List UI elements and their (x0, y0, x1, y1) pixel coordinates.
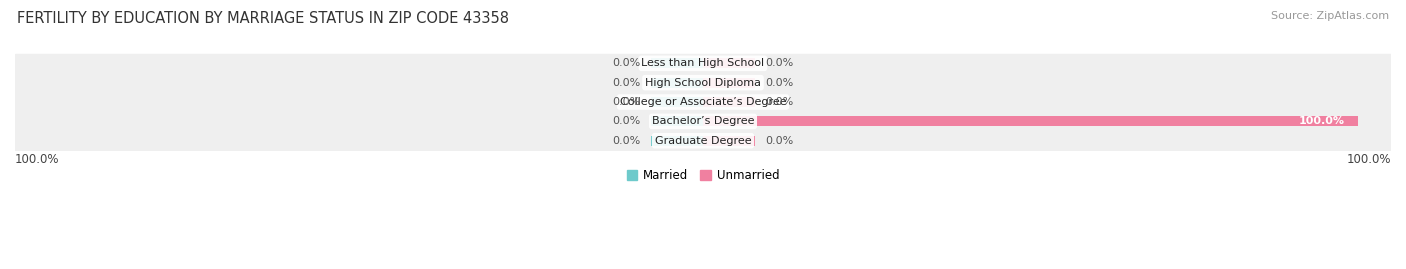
Bar (15, 112, 1391, 131)
Text: 100.0%: 100.0% (1299, 116, 1346, 126)
Bar (703, 58, 755, 68)
Bar (651, 78, 703, 88)
Bar (703, 116, 1358, 126)
Text: 100.0%: 100.0% (1347, 153, 1391, 166)
Text: 0.0%: 0.0% (765, 136, 793, 146)
Text: High School Diploma: High School Diploma (645, 78, 761, 88)
Bar (651, 58, 703, 68)
Text: 0.0%: 0.0% (613, 136, 641, 146)
Text: 0.0%: 0.0% (765, 78, 793, 88)
Text: College or Associate’s Degree: College or Associate’s Degree (620, 97, 786, 107)
Bar (15, 54, 1391, 73)
Legend: Married, Unmarried: Married, Unmarried (621, 165, 785, 187)
Text: 0.0%: 0.0% (765, 58, 793, 68)
Bar (651, 116, 703, 126)
Text: 0.0%: 0.0% (613, 116, 641, 126)
Text: 100.0%: 100.0% (15, 153, 59, 166)
Bar (651, 97, 703, 107)
Bar (15, 93, 1391, 111)
Text: 0.0%: 0.0% (613, 58, 641, 68)
Bar (15, 73, 1391, 92)
Bar (651, 136, 703, 146)
Text: 0.0%: 0.0% (613, 78, 641, 88)
Bar (703, 136, 755, 146)
Text: Source: ZipAtlas.com: Source: ZipAtlas.com (1271, 11, 1389, 21)
Bar (703, 78, 755, 88)
Bar (703, 97, 755, 107)
Bar (15, 132, 1391, 150)
Text: 0.0%: 0.0% (765, 97, 793, 107)
Text: FERTILITY BY EDUCATION BY MARRIAGE STATUS IN ZIP CODE 43358: FERTILITY BY EDUCATION BY MARRIAGE STATU… (17, 11, 509, 26)
Text: Bachelor’s Degree: Bachelor’s Degree (652, 116, 754, 126)
Text: Graduate Degree: Graduate Degree (655, 136, 751, 146)
Text: 0.0%: 0.0% (613, 97, 641, 107)
Text: Less than High School: Less than High School (641, 58, 765, 68)
